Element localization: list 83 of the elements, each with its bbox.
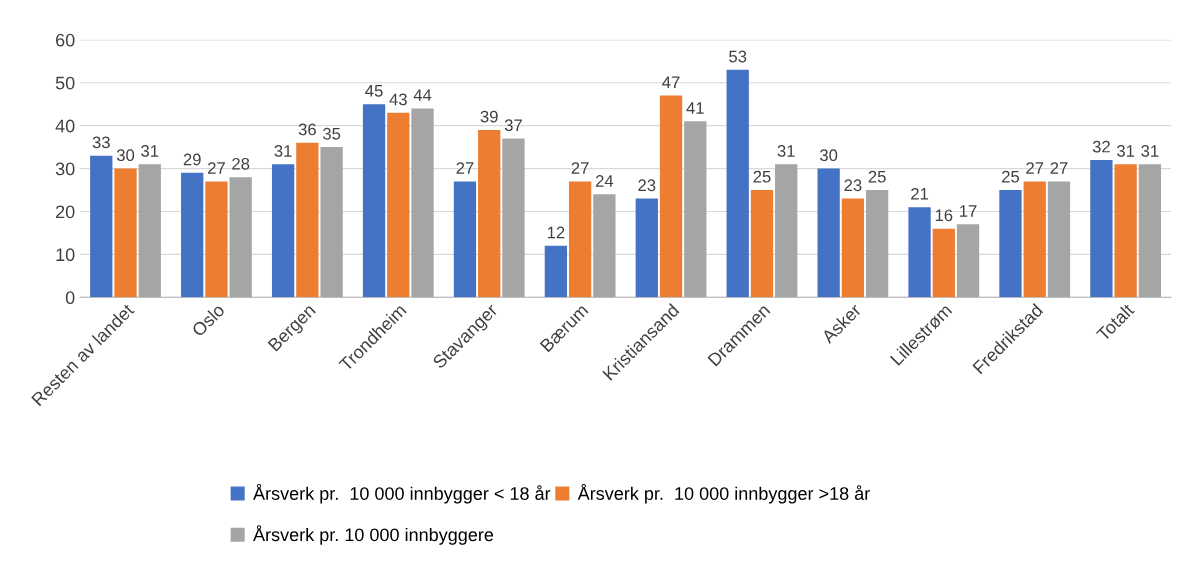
data-label: 27 [1026, 162, 1044, 174]
bar [229, 177, 252, 298]
y-tick-label: 40 [55, 119, 75, 133]
bar [362, 104, 386, 298]
data-label: 27 [456, 162, 474, 174]
bar [817, 168, 840, 298]
data-label: 16 [935, 209, 953, 222]
y-tick-label: 20 [56, 205, 75, 219]
bar [865, 190, 889, 298]
bar [205, 181, 228, 298]
bar [1090, 160, 1113, 298]
bar [932, 228, 955, 298]
bar [90, 155, 113, 298]
bar [841, 198, 865, 298]
y-tick-label: 50 [55, 76, 75, 90]
bar [114, 168, 137, 298]
data-label: 41 [686, 102, 704, 114]
data-label: 27 [571, 162, 589, 174]
bar [1138, 164, 1162, 298]
data-label: 29 [183, 153, 201, 166]
legend-label: Årsverk pr. 10 000 innbygger < 18 år [253, 483, 551, 504]
bar [138, 164, 161, 298]
data-label: 44 [413, 89, 432, 101]
bar [453, 181, 477, 298]
bar [296, 142, 319, 298]
data-label: 21 [911, 187, 929, 200]
bar [1023, 181, 1046, 298]
bar [387, 112, 410, 298]
y-tick-label: 60 [56, 33, 75, 47]
data-label: 17 [960, 205, 977, 217]
bar [544, 245, 568, 298]
data-label: 31 [274, 145, 292, 157]
data-label: 27 [1050, 162, 1068, 174]
bar [750, 190, 774, 298]
y-tick-label: 30 [55, 162, 75, 176]
bar [659, 95, 683, 298]
data-label: 43 [389, 93, 407, 106]
bar [956, 224, 980, 298]
bar [635, 198, 658, 298]
x-tick-label: Oslo [190, 302, 226, 338]
bar [478, 129, 501, 298]
data-label: 37 [504, 119, 522, 132]
data-label: 28 [232, 157, 250, 170]
data-label: 30 [116, 149, 135, 162]
data-label: 25 [1002, 170, 1020, 183]
data-label: 31 [1117, 145, 1135, 157]
legend-label: Årsverk pr. 10 000 innbyggere [253, 525, 494, 545]
y-tick-label: 10 [56, 248, 75, 262]
bar [593, 194, 616, 298]
data-label: 45 [365, 85, 383, 97]
data-label: 23 [638, 179, 656, 192]
legend-label: Årsverk pr. 10 000 innbygger >18 år [577, 483, 870, 504]
data-label: 35 [322, 127, 341, 140]
data-label: 24 [595, 175, 614, 187]
data-label: 31 [141, 145, 159, 157]
bar [1047, 181, 1071, 298]
data-label: 25 [753, 170, 771, 183]
data-label: 32 [1092, 140, 1110, 153]
bar [181, 172, 204, 298]
data-label: 31 [1141, 145, 1159, 157]
data-label: 33 [92, 136, 110, 149]
bar [411, 108, 434, 298]
data-label: 31 [777, 145, 795, 157]
data-label: 27 [208, 162, 225, 174]
bar [726, 69, 749, 298]
data-label: 12 [547, 226, 565, 239]
data-label: 53 [729, 50, 747, 63]
bar [1114, 164, 1137, 298]
bar [271, 164, 295, 298]
data-label: 25 [868, 170, 886, 183]
bar [999, 190, 1022, 298]
bar [320, 147, 343, 298]
bar [908, 207, 931, 298]
bar [775, 164, 798, 298]
data-label: 23 [844, 179, 862, 192]
data-label: 36 [298, 123, 316, 136]
y-tick-label: 0 [65, 291, 75, 305]
data-label: 39 [480, 110, 498, 123]
data-label: 47 [662, 76, 680, 88]
data-label: 30 [820, 149, 838, 162]
bar [568, 181, 592, 298]
bar [684, 121, 707, 298]
bar [502, 138, 525, 298]
